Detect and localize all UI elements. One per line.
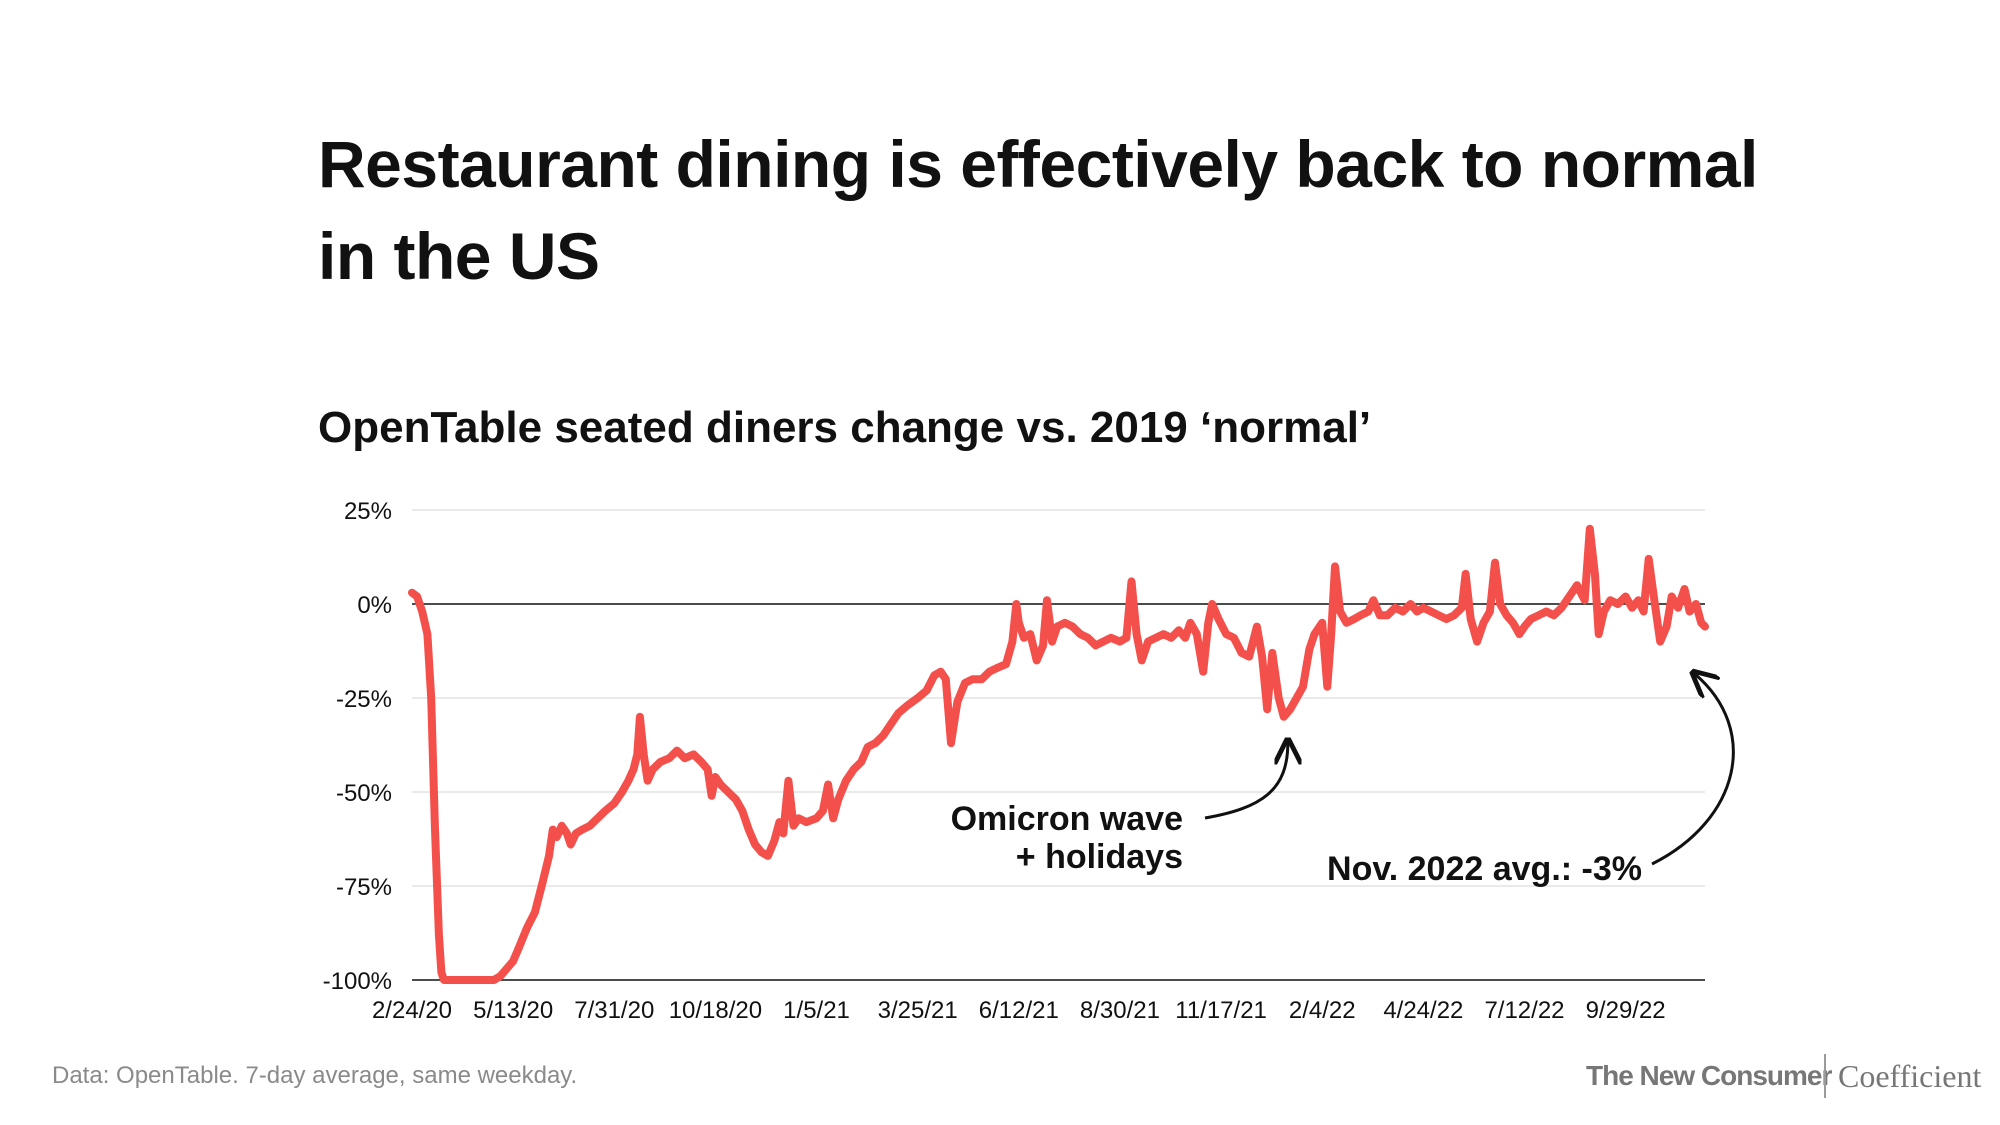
- x-axis-ticks: 2/24/20 5/13/20 7/31/20 10/18/20 1/5/21 3/25/…: [372, 997, 1666, 1024]
- annotation-arrow: [1651, 674, 1735, 866]
- x-tick-label: 1/5/21: [783, 997, 850, 1024]
- x-tick-label: 8/30/21: [1080, 997, 1160, 1024]
- annotation-nov-avg: Nov. 2022 avg.: -3%: [1327, 850, 1642, 888]
- annotation-arrow: [1204, 743, 1288, 820]
- x-tick-label: 7/12/22: [1484, 997, 1564, 1024]
- brand-logo-coefficient: Coefficient: [1838, 1058, 1982, 1094]
- y-tick-label: -75%: [336, 874, 392, 901]
- series-line: [408, 524, 1709, 984]
- chart-subtitle: OpenTable seated diners change vs. 2019 …: [318, 403, 1372, 452]
- x-tick-label: 2/4/22: [1289, 997, 1356, 1024]
- x-tick-label: 5/13/20: [473, 997, 553, 1024]
- x-tick-label: 6/12/21: [979, 997, 1059, 1024]
- x-tick-label: 3/25/21: [878, 997, 958, 1024]
- annotations: Omicron wave+ holidays Nov. 2022 avg.: -3…: [951, 674, 1735, 888]
- x-tick-label: 9/29/22: [1586, 997, 1666, 1024]
- y-axis-ticks: 25% 0% -25% -50% -75% -100%: [323, 498, 392, 995]
- source-note: Data: OpenTable. 7-day average, same wee…: [52, 1062, 578, 1089]
- annotation-omicron-line1: Omicron wave: [951, 800, 1183, 838]
- x-tick-label: 7/31/20: [574, 997, 654, 1024]
- y-tick-label: -100%: [323, 968, 392, 995]
- x-tick-label: 10/18/20: [669, 997, 762, 1024]
- brand-logo-new-consumer: The New Consumer: [1586, 1060, 1832, 1091]
- page-title: Restaurant dining is effectively back to…: [318, 127, 1758, 293]
- annotation-omicron-line2: + holidays: [1016, 838, 1183, 876]
- y-tick-label: -50%: [336, 780, 392, 807]
- y-tick-label: 25%: [344, 498, 392, 525]
- series-layer: [408, 524, 1709, 984]
- x-tick-label: 4/24/22: [1383, 997, 1463, 1024]
- brand-divider: [1824, 1054, 1826, 1098]
- y-tick-label: -25%: [336, 686, 392, 713]
- y-tick-label: 0%: [357, 592, 392, 619]
- chart-gridlines: [412, 509, 1705, 981]
- x-tick-label: 11/17/21: [1175, 997, 1267, 1024]
- x-tick-label: 2/24/20: [372, 997, 452, 1024]
